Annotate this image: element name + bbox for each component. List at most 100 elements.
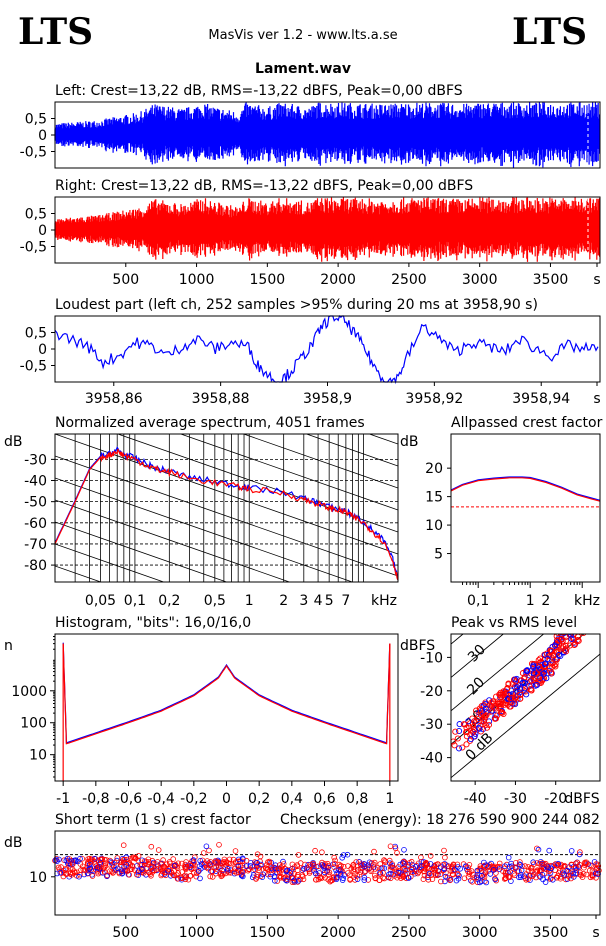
short-crest-point (322, 861, 328, 867)
x-tick-label: 1000 (179, 925, 215, 941)
short-crest-point (483, 879, 490, 886)
short-crest-title: Short term (1 s) crest factor (55, 812, 251, 828)
short-crest-point (344, 851, 351, 858)
peak-rms-point (517, 695, 524, 702)
peak-rms-point (455, 745, 463, 752)
peak-rms-point (537, 675, 544, 682)
short-crest-point (301, 865, 307, 872)
peak-rms-point (586, 617, 591, 622)
short-crest-point (478, 868, 485, 874)
short-crest-point (351, 874, 357, 880)
short-crest-point (52, 857, 59, 863)
short-crest-point (289, 875, 296, 881)
short-crest-point (377, 861, 384, 867)
short-crest-point (487, 871, 494, 877)
x-tick-label: 1 (526, 593, 535, 609)
short-crest-point (558, 873, 564, 880)
short-crest-point (381, 857, 387, 863)
short-crest-point (337, 871, 344, 877)
peak-rms-point (588, 616, 593, 621)
short-crest-point (340, 852, 347, 858)
peak-rms-point (479, 710, 486, 717)
short-crest-point (339, 854, 346, 861)
short-crest-point (346, 872, 353, 878)
x-tick-label: 2000 (320, 272, 356, 288)
peak-rms-point (528, 660, 536, 667)
short-crest-point (306, 870, 313, 876)
short-crest-point (209, 874, 216, 880)
short-crest-point (402, 867, 409, 874)
peak-rms-point (463, 729, 470, 736)
short-crest-point (325, 862, 331, 869)
short-crest-point (579, 874, 586, 880)
peak-rms-point (560, 634, 567, 637)
short-crest-point (516, 874, 522, 881)
peak-rms-point (583, 612, 588, 617)
short-crest-point (355, 867, 361, 873)
x-tick-label: 2000 (320, 925, 356, 941)
short-crest-point (165, 867, 172, 874)
peak-rms-point (552, 663, 559, 670)
short-crest-point (573, 870, 579, 876)
peak-rms-point (579, 615, 584, 620)
short-crest-point (391, 873, 398, 879)
short-crest-point (549, 876, 556, 883)
short-crest-point (253, 875, 259, 882)
short-crest-point (119, 868, 125, 874)
peak-rms-point (577, 614, 582, 619)
short-crest-point (535, 846, 542, 853)
x-tick-label: 5 (325, 593, 334, 609)
short-crest-point (568, 848, 575, 854)
short-crest-point (120, 842, 127, 848)
diagonal-label: 20 (464, 674, 488, 698)
short-crest-point (447, 877, 453, 884)
x-tick-label: 500 (112, 925, 139, 941)
short-crest-point (216, 841, 222, 848)
short-crest-point (368, 868, 374, 875)
x-tick-label: 2 (279, 593, 288, 609)
short-crest-point (434, 861, 441, 867)
short-crest-point (161, 863, 167, 870)
x-tick-label: 3000 (462, 925, 498, 941)
short-crest-point (542, 860, 549, 867)
peak-rms-point (533, 670, 540, 677)
peak-rms-point (463, 741, 470, 748)
y-tick-label: 10 (425, 518, 443, 534)
short-crest-point (230, 856, 237, 863)
short-crest-point (175, 870, 182, 876)
y-tick-label: 20 (425, 461, 443, 477)
short-crest-point (465, 864, 471, 871)
short-crest-point (312, 870, 319, 877)
peak-rms-point (581, 617, 586, 622)
peak-rms-point (578, 634, 581, 635)
peak-rms-point (582, 621, 587, 626)
short-crest-point (310, 860, 317, 867)
short-crest-point (327, 878, 333, 885)
y-tick-label: -40 (24, 474, 47, 490)
short-crest-point (271, 877, 278, 884)
x-tick-label: kHz (574, 593, 600, 609)
short-crest-point (431, 869, 438, 876)
y-tick-label: 10 (29, 870, 47, 886)
short-crest-point (319, 849, 325, 855)
spectrum-slope-line (179, 434, 398, 511)
short-crest-point (400, 866, 407, 872)
peak-rms-point (567, 634, 574, 639)
short-crest-point (206, 847, 212, 854)
peak-rms-ylabel: dBFS (400, 638, 435, 654)
short-crest-point (56, 856, 62, 863)
peak-rms-point (451, 738, 457, 745)
short-crest-point (361, 861, 367, 867)
short-crest-point (395, 869, 402, 876)
x-tick-label: 3958,92 (405, 391, 463, 407)
spectrum-ylabel: dB (4, 434, 23, 450)
short-crest-point (147, 871, 154, 877)
short-crest-point (96, 861, 103, 868)
short-crest-point (303, 864, 310, 871)
peak-rms-point (547, 647, 554, 654)
short-crest-point (79, 855, 86, 862)
short-crest-frame (54, 830, 601, 916)
x-tick-label: dBFS (564, 791, 599, 807)
short-crest-point (195, 868, 202, 875)
short-crest-point (547, 876, 554, 882)
